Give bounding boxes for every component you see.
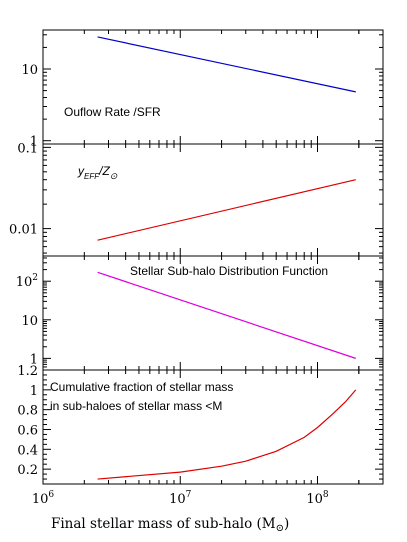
y-tick-label: 102	[16, 273, 38, 290]
y-tick-label: 1	[30, 352, 38, 367]
panel-2-label-main: y	[77, 164, 85, 178]
x-tick-label-exponent: 8	[323, 490, 329, 500]
y-tick-label: 0.1	[17, 141, 38, 156]
panel-3-series-line	[97, 271, 356, 359]
y-tick-label-exponent: 2	[32, 273, 38, 283]
y-tick-label: 1.2	[17, 364, 38, 379]
x-tick-label-exponent: 7	[186, 490, 192, 500]
panel-4-series-line	[97, 389, 357, 480]
y-tick-label: 0.6	[17, 423, 38, 438]
x-axis-title-close: )	[284, 516, 289, 532]
x-tick-label: 106	[32, 490, 55, 507]
panel-1-label: Ouflow Rate /SFR	[64, 105, 161, 119]
panel-4-frame	[42, 369, 384, 485]
panel-4-label-line-1: Cumulative fraction of stellar mass	[50, 380, 233, 394]
y-tick-label: 1	[30, 384, 38, 399]
y-tick-label: 0.2	[17, 463, 38, 478]
y-tick-label: 10	[21, 63, 38, 78]
x-tick-label-exponent: 6	[48, 490, 54, 500]
panel-3-label: Stellar Sub-halo Distribution Function	[130, 264, 328, 278]
panel-4-label-line-2: in sub-haloes of stellar mass <M	[50, 399, 222, 413]
panel-2-label: yEFF/Z⊙	[77, 164, 118, 181]
panel-2-frame	[42, 143, 384, 257]
panel-2-label-sub: EFF	[84, 172, 100, 181]
y-tick-label: 0.4	[17, 443, 38, 458]
x-axis-title-sun: ⊙	[276, 523, 284, 534]
y-tick-label: 1	[30, 135, 38, 150]
panel-1-series-line	[97, 36, 356, 93]
y-tick-label: 0.01	[9, 223, 38, 238]
x-axis-title-text: Final stellar mass of sub-halo (M	[51, 516, 276, 532]
x-axis-title: Final stellar mass of sub-halo (M⊙)	[51, 516, 289, 534]
y-tick-label: 0.8	[17, 404, 38, 419]
x-tick-label: 108	[306, 490, 329, 507]
panel-2-label-mid: /Z	[98, 164, 110, 178]
panel-2-series-line	[97, 179, 356, 241]
x-tick-label: 107	[169, 490, 192, 507]
panel-2-label-sub2: ⊙	[110, 171, 118, 181]
y-tick-label: 10	[21, 314, 38, 329]
